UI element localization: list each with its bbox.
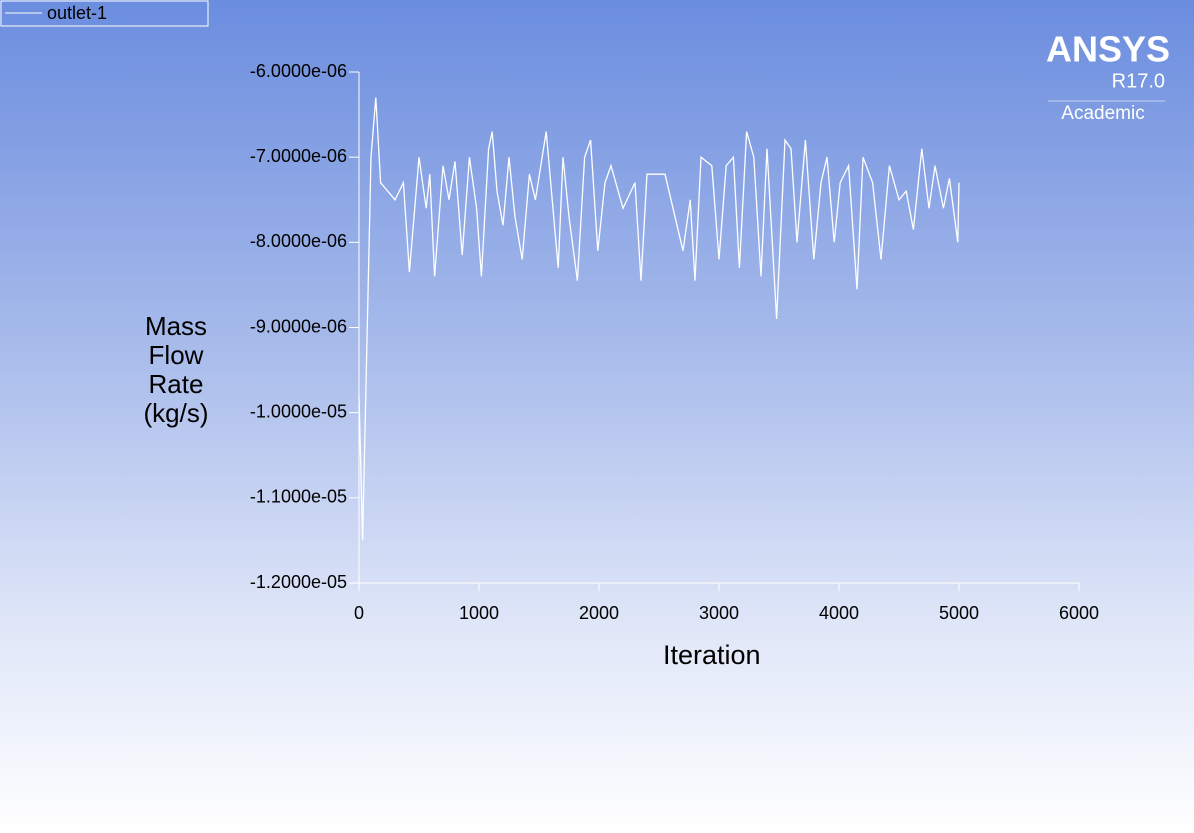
x-tick-label: 3000 bbox=[699, 603, 739, 623]
x-axis-label: Iteration bbox=[663, 640, 761, 670]
x-tick-label: 2000 bbox=[579, 603, 619, 623]
x-tick-label: 5000 bbox=[939, 603, 979, 623]
legend-label: outlet-1 bbox=[47, 3, 107, 23]
y-tick-label: -9.0000e-06 bbox=[250, 316, 347, 336]
x-tick-label: 4000 bbox=[819, 603, 859, 623]
y-tick-label: -1.1000e-05 bbox=[250, 487, 347, 507]
logo-edition: Academic bbox=[1061, 103, 1144, 124]
logo-version: R17.0 bbox=[1112, 70, 1165, 92]
x-tick-label: 6000 bbox=[1059, 603, 1099, 623]
y-tick-label: -1.2000e-05 bbox=[250, 572, 347, 592]
y-tick-label: -8.0000e-06 bbox=[250, 231, 347, 251]
y-axis-label: Mass Flow Rate (kg/s) bbox=[143, 311, 209, 428]
y-tick-label: -7.0000e-06 bbox=[250, 146, 347, 166]
data-line bbox=[358, 97, 960, 541]
x-tick-label: 1000 bbox=[459, 603, 499, 623]
y-tick-label: -6.0000e-06 bbox=[250, 61, 347, 81]
logo-name: ANSYS bbox=[1046, 29, 1170, 70]
legend-box bbox=[0, 0, 209, 27]
y-tick-label: -1.0000e-05 bbox=[250, 401, 347, 421]
x-tick-label: 0 bbox=[354, 603, 364, 623]
